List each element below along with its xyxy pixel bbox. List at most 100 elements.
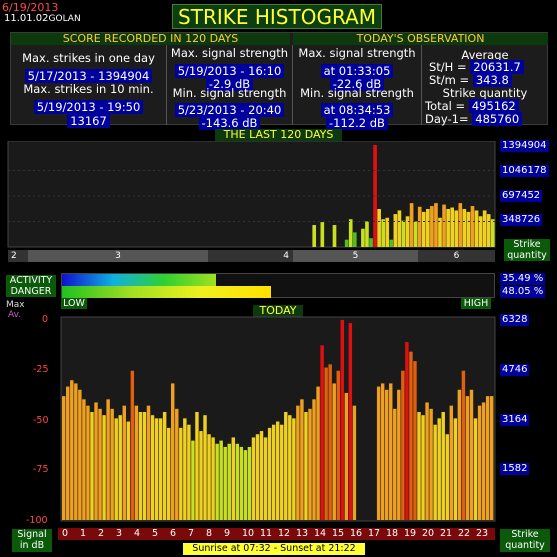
last120-bar	[369, 238, 373, 247]
version-station: 11.01.02GOLAN	[4, 13, 81, 24]
hour-label: 3	[116, 528, 123, 539]
today-bar	[340, 319, 345, 520]
max-signal-value: -2.9 dB	[205, 77, 254, 91]
today-bar	[417, 412, 421, 520]
today-bar	[118, 415, 122, 520]
last120-bar	[405, 216, 410, 247]
sth-value: 20631.7	[470, 60, 524, 74]
today-bar	[179, 427, 183, 520]
month-4: 4	[208, 250, 293, 262]
today-max-signal-label: Max. signal strength	[298, 46, 416, 60]
today-bar	[332, 383, 336, 520]
today-bar	[90, 412, 94, 520]
right-tick-2: 3164	[500, 414, 530, 426]
last120-bar	[450, 207, 455, 247]
today-bar	[344, 392, 349, 520]
max-strikes-10min-date: 5/19/2013 - 19:50	[33, 100, 144, 114]
hour-label: 20	[422, 528, 435, 539]
last120-bar	[413, 221, 418, 247]
day1-label: Day-1=	[425, 112, 469, 126]
last120-bar	[478, 216, 483, 247]
last120-bar	[361, 228, 365, 247]
danger-label: DANGER	[6, 286, 56, 297]
today-bar	[158, 418, 163, 520]
hour-label: 15	[332, 528, 345, 539]
max-strikes-10min-label: Max. strikes in 10 min.	[23, 82, 154, 96]
hour-label: 16	[350, 528, 363, 539]
day1-row: Day-1= 485760	[425, 112, 523, 126]
last120-bar	[486, 214, 491, 247]
last120-bar	[462, 208, 467, 247]
today-min-signal-label: Min. signal strength	[300, 86, 414, 100]
max-signal-date: 5/19/2013 - 16:10	[174, 64, 285, 78]
today-bar	[453, 418, 458, 520]
today-bar	[138, 412, 143, 520]
today-bar	[219, 440, 223, 520]
strike-quantity-label: Strike quantity	[442, 86, 528, 100]
last120-bar	[466, 211, 471, 247]
score-title: SCORE RECORDED IN 120 DAYS	[11, 33, 290, 45]
sun-times: Sunrise at 07:32 - Sunset at 21:22	[183, 543, 365, 555]
today-bar	[106, 399, 110, 520]
total-value: 495162	[468, 99, 519, 113]
max-strikes-day-value: 5/17/2013 - 1394904	[24, 69, 153, 83]
today-bar	[183, 418, 187, 520]
today-bar	[308, 408, 312, 520]
day1-value: 485760	[472, 112, 523, 126]
last120-bar	[332, 225, 337, 247]
today-bar	[162, 412, 167, 520]
today-bar	[134, 405, 139, 520]
last120-chart	[7, 141, 496, 248]
last120-bar	[312, 225, 317, 247]
hour-label: 13	[296, 528, 309, 539]
scale-high: HIGH	[461, 298, 491, 309]
activity-bar	[62, 274, 217, 286]
today-bar	[457, 389, 462, 520]
today-max-signal-value: -22.6 dB	[329, 77, 385, 91]
today-bar	[70, 380, 74, 520]
hour-label: 2	[98, 528, 105, 539]
today-bar	[401, 370, 405, 520]
stm-value: 343.8	[472, 73, 512, 87]
last120-bar	[434, 203, 438, 247]
hour-label: 19	[404, 528, 417, 539]
today-bar	[263, 437, 268, 520]
today-max-signal-time: at 01:33:05	[320, 64, 394, 78]
today-bar	[247, 446, 252, 520]
last120-bar	[454, 210, 459, 247]
sth-label: St/H =	[429, 60, 467, 74]
today-bar	[231, 437, 235, 520]
today-bar	[473, 418, 478, 520]
today-bar	[393, 408, 397, 520]
today-bar	[284, 412, 288, 520]
last120-bar	[381, 219, 386, 247]
sth-row: St/H = 20631.7	[429, 60, 524, 74]
today-bar	[280, 424, 284, 520]
min-signal-label: Min. signal strength	[172, 86, 287, 100]
hour-label: 7	[188, 528, 195, 539]
max-strikes-day-label: Max. strikes in one day	[22, 51, 155, 65]
today-bar	[227, 443, 231, 520]
right-tick-1: 4746	[500, 364, 530, 376]
today-bar	[304, 412, 308, 520]
today-bar	[384, 389, 389, 520]
today-bar	[441, 412, 445, 520]
last120-bar	[320, 222, 325, 247]
month-axis: 2 3 4 5 6	[8, 250, 495, 262]
today-bar	[489, 396, 494, 520]
max-strikes-10min-value: 13167	[67, 114, 110, 128]
today-bar	[352, 405, 357, 520]
today-bar	[409, 351, 413, 520]
today-bar	[66, 386, 70, 520]
today-bar	[271, 424, 276, 520]
today-bar	[211, 437, 215, 520]
last120-bar	[458, 203, 463, 247]
today-bar	[312, 399, 316, 520]
today-chart-title: TODAY	[253, 305, 303, 317]
today-bar	[223, 446, 227, 520]
today-bar	[380, 383, 385, 520]
last120-bar	[421, 211, 426, 247]
activity-value: 35.49 %	[500, 273, 546, 285]
last120-ytick-1: 1046178	[500, 165, 549, 177]
today-chart	[60, 316, 496, 522]
